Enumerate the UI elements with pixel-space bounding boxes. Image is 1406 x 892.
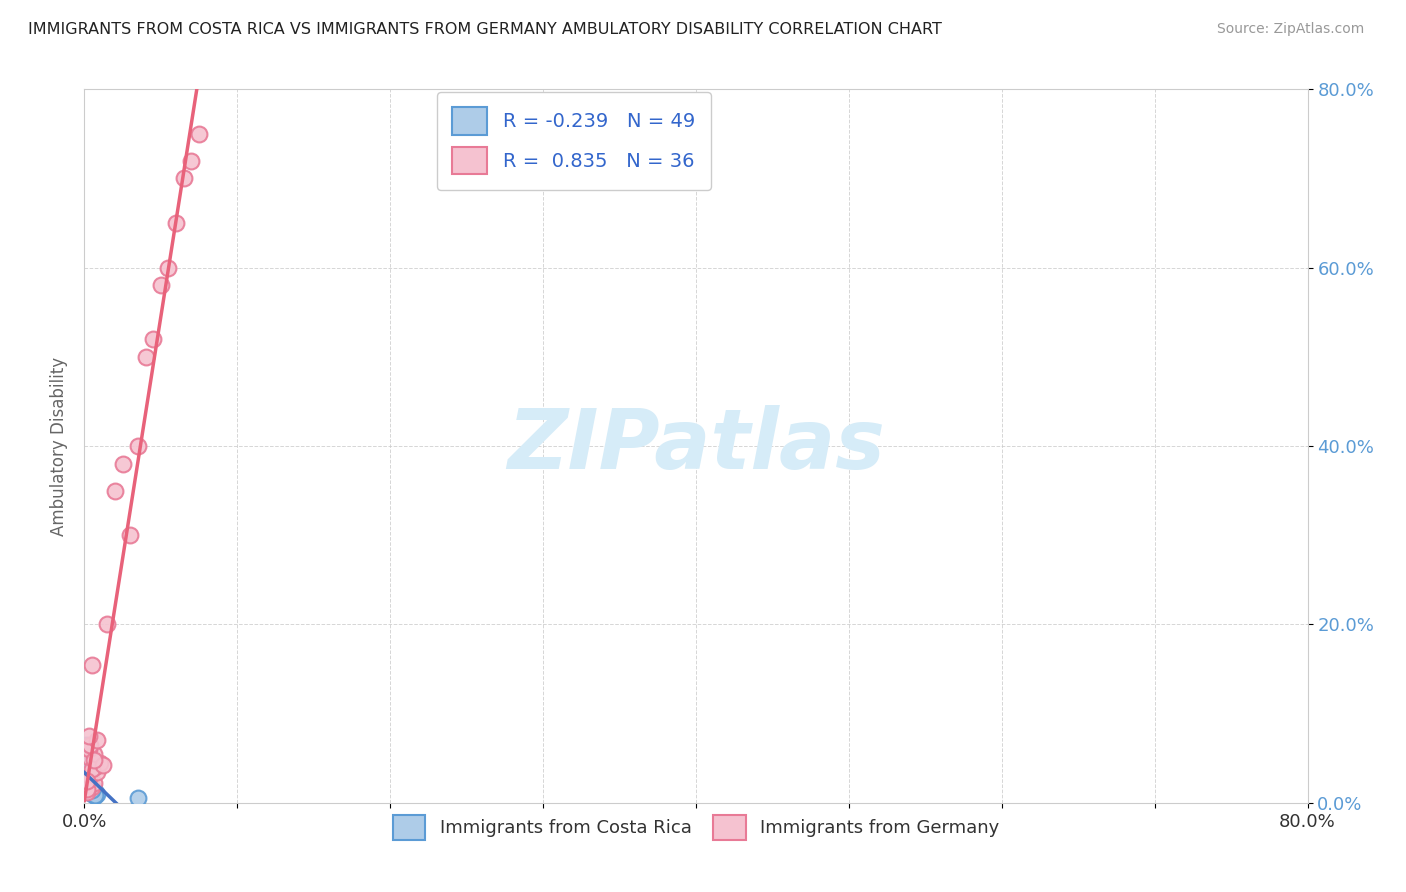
- Point: [75, 756, 97, 770]
- Point: [77, 769, 100, 783]
- Point: [79, 769, 101, 783]
- Point: [76, 764, 98, 779]
- Point: [77, 773, 100, 788]
- Point: [79, 777, 101, 791]
- Point: [79, 778, 101, 792]
- Point: [80, 783, 103, 797]
- Point: [104, 483, 127, 498]
- Point: [76, 782, 98, 797]
- Point: [80, 781, 103, 796]
- Point: [76, 769, 98, 783]
- Point: [75, 778, 97, 792]
- Point: [83, 785, 105, 799]
- Point: [77, 772, 100, 786]
- Point: [79, 780, 101, 794]
- Point: [76, 760, 98, 774]
- Point: [76, 766, 98, 780]
- Point: [83, 784, 105, 798]
- Point: [79, 777, 101, 791]
- Point: [91, 758, 114, 772]
- Text: ZIPatlas: ZIPatlas: [508, 406, 884, 486]
- Text: IMMIGRANTS FROM COSTA RICA VS IMMIGRANTS FROM GERMANY AMBULATORY DISABILITY CORR: IMMIGRANTS FROM COSTA RICA VS IMMIGRANTS…: [28, 22, 942, 37]
- Point: [84, 760, 107, 774]
- Point: [76, 773, 98, 788]
- Point: [75, 764, 97, 779]
- Point: [75, 758, 97, 772]
- Point: [84, 788, 107, 802]
- Point: [83, 747, 105, 761]
- Point: [135, 350, 157, 364]
- Point: [77, 742, 100, 756]
- Point: [77, 771, 100, 785]
- Point: [75, 753, 97, 767]
- Point: [84, 789, 107, 803]
- Point: [75, 744, 97, 758]
- Point: [142, 332, 165, 346]
- Point: [79, 751, 101, 765]
- Point: [79, 738, 101, 752]
- Point: [79, 780, 101, 794]
- Point: [75, 738, 97, 752]
- Point: [83, 776, 105, 790]
- Point: [77, 729, 100, 743]
- Point: [77, 778, 100, 792]
- Point: [96, 617, 118, 632]
- Legend: Immigrants from Costa Rica, Immigrants from Germany: Immigrants from Costa Rica, Immigrants f…: [385, 807, 1007, 847]
- Point: [76, 769, 98, 783]
- Point: [84, 785, 107, 799]
- Point: [80, 762, 103, 776]
- Point: [77, 773, 100, 788]
- Point: [75, 742, 97, 756]
- Point: [75, 747, 97, 761]
- Point: [127, 791, 149, 805]
- Point: [111, 457, 134, 471]
- Point: [83, 782, 105, 797]
- Point: [120, 528, 142, 542]
- Point: [180, 153, 202, 168]
- Point: [83, 786, 105, 800]
- Point: [77, 774, 100, 789]
- Point: [86, 764, 108, 779]
- Point: [76, 764, 98, 779]
- Point: [127, 439, 149, 453]
- Y-axis label: Ambulatory Disability: Ambulatory Disability: [49, 357, 67, 535]
- Point: [86, 733, 108, 747]
- Point: [77, 771, 100, 785]
- Text: Source: ZipAtlas.com: Source: ZipAtlas.com: [1216, 22, 1364, 37]
- Point: [76, 773, 98, 788]
- Point: [76, 781, 98, 796]
- Point: [80, 780, 103, 795]
- Point: [188, 127, 211, 141]
- Point: [165, 216, 187, 230]
- Point: [89, 756, 111, 770]
- Point: [75, 751, 97, 765]
- Point: [80, 657, 103, 672]
- Point: [79, 782, 101, 797]
- Point: [157, 260, 180, 275]
- Point: [80, 780, 103, 794]
- Point: [83, 753, 105, 767]
- Point: [86, 787, 108, 801]
- Point: [149, 278, 172, 293]
- Point: [76, 762, 98, 776]
- Point: [79, 779, 101, 793]
- Point: [80, 787, 103, 801]
- Point: [76, 760, 98, 774]
- Point: [77, 772, 100, 787]
- Point: [173, 171, 195, 186]
- Point: [76, 785, 98, 799]
- Point: [77, 775, 100, 789]
- Point: [75, 749, 97, 764]
- Point: [77, 776, 100, 790]
- Point: [80, 783, 103, 797]
